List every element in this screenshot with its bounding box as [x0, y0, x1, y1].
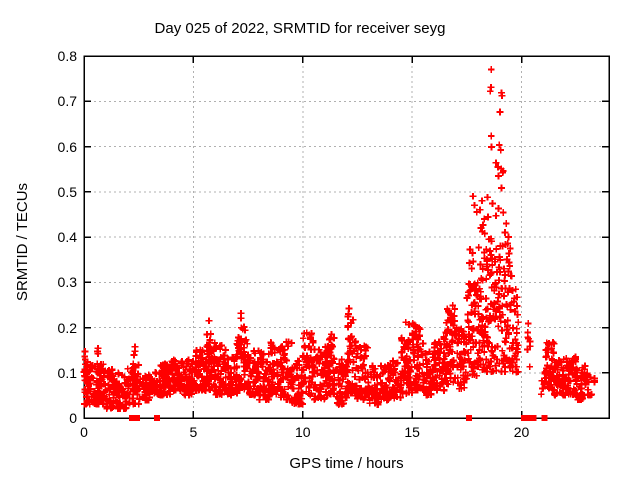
y-tick-label: 0: [69, 410, 77, 426]
y-tick-label: 0.8: [57, 48, 77, 64]
y-tick-label: 0.1: [57, 364, 77, 381]
plot-border: [83, 55, 610, 419]
x-tick-label: 5: [189, 424, 198, 440]
y-tick-label: 0.6: [57, 138, 77, 155]
gridlines: [84, 56, 609, 418]
x-tick-label: 20: [513, 424, 530, 440]
data-points: [80, 66, 598, 413]
x-tick-label: 10: [294, 424, 311, 440]
y-tick-label: 0.7: [57, 93, 77, 110]
y-tick-label: 0.4: [57, 229, 77, 245]
x-tick-label: 15: [404, 424, 420, 440]
y-tick-label: 0.2: [57, 319, 77, 336]
y-tick-label: 0.3: [57, 274, 77, 291]
x-axis-label: GPS time / hours: [289, 455, 404, 472]
y-tick-label: 0.5: [57, 183, 77, 200]
chart-title: Day 025 of 2022, SRMTID for receiver sey…: [154, 20, 446, 37]
x-tick-label: 0: [80, 424, 88, 440]
